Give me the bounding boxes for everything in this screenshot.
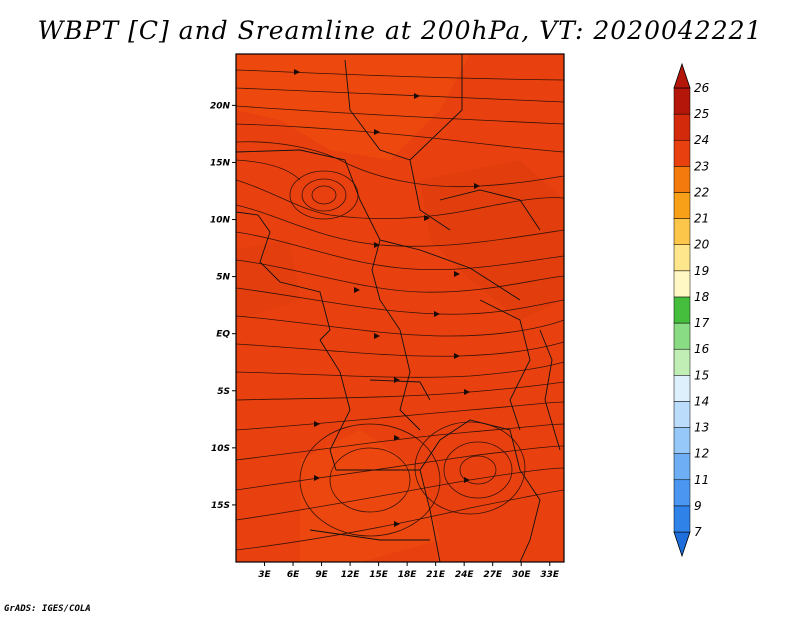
colorbar-label: 24	[694, 133, 709, 147]
colorbar-segment	[673, 348, 691, 376]
colorbar-label: 12	[694, 447, 709, 461]
colorbar-segment	[673, 453, 691, 481]
colorbar-segment	[673, 427, 691, 454]
colorbar-label: 22	[694, 185, 709, 199]
x-axis: 3E 6E 9E 12E 15E 18E 21E 24E 27E 30E 33E	[258, 562, 560, 580]
colorbar-segment	[673, 218, 691, 245]
colorbar-segment	[673, 192, 691, 219]
colorbar-label: 20	[694, 238, 710, 252]
y-tick-label: EQ	[216, 330, 230, 340]
y-axis: 20N 15N 10N 5N EQ 5S 10S 15S	[210, 101, 236, 511]
colorbar-segment	[673, 401, 691, 428]
colorbar-segment	[673, 479, 691, 507]
colorbar-label: 17	[694, 316, 710, 330]
colorbar-segment	[673, 375, 691, 402]
colorbar-segment	[673, 505, 691, 533]
colorbar-label: 15	[694, 368, 709, 382]
y-tick-label: 5S	[217, 387, 230, 397]
x-tick-label: 27E	[483, 570, 503, 580]
colorbar-label: 16	[694, 342, 710, 356]
colorbar-segment	[673, 270, 691, 298]
x-tick-label: 12E	[341, 570, 361, 580]
streamline-arrows	[294, 69, 480, 527]
colorbar-label: 11	[694, 473, 709, 487]
colorbar-segment	[673, 244, 691, 272]
colorbar-label: 21	[694, 212, 709, 226]
x-tick-label: 21E	[426, 570, 446, 580]
y-tick-label: 10S	[211, 444, 230, 454]
colorbar-label: 7	[694, 525, 702, 539]
x-tick-label: 9E	[315, 570, 328, 580]
colorbar-label: 19	[694, 264, 709, 278]
x-tick-label: 3E	[258, 570, 271, 580]
colorbar: 7 9 11 12 13 14 15 16 17 18 19 20 21 22 23 24 25 26	[673, 62, 710, 558]
colorbar-label: 23	[694, 159, 709, 173]
colorbar-segment	[673, 166, 691, 193]
y-tick-label: 10N	[210, 216, 231, 226]
x-tick-label: 24E	[455, 570, 475, 580]
map-panel: 3E 6E 9E 12E 15E 18E 21E 24E 27E 30E 33E 20N 15N 10N…	[210, 53, 565, 580]
colorbar-label: 26	[694, 81, 710, 95]
colorbar-label: 25	[694, 107, 709, 121]
x-tick-label: 6E	[287, 570, 300, 580]
x-tick-label: 33E	[540, 570, 560, 580]
country-borders	[236, 54, 561, 562]
x-tick-label: 18E	[398, 570, 418, 580]
colorbar-label: 9	[694, 499, 702, 513]
colorbar-min-arrow	[673, 531, 691, 558]
colorbar-label: 14	[694, 394, 709, 408]
streamlines	[236, 69, 564, 551]
colorbar-segment	[673, 113, 691, 141]
map-title: WBPT [C] and Sreamline at 200hPa, VT: 20…	[37, 16, 763, 45]
colorbar-segment	[673, 87, 691, 115]
colorbar-label: 18	[694, 290, 710, 304]
y-tick-label: 20N	[210, 101, 231, 111]
y-tick-label: 15S	[211, 501, 230, 511]
colorbar-max-arrow	[673, 62, 691, 89]
colorbar-segment	[673, 322, 691, 350]
colorbar-label: 13	[694, 421, 709, 435]
y-tick-label: 15N	[210, 158, 231, 168]
colorbar-segment	[673, 296, 691, 324]
x-tick-label: 30E	[512, 570, 532, 580]
x-tick-label: 15E	[369, 570, 389, 580]
y-tick-label: 5N	[216, 273, 230, 283]
colorbar-segment	[673, 139, 691, 167]
map-frame	[235, 53, 565, 563]
footer-credit: GrADS: IGES/COLA	[4, 604, 91, 614]
